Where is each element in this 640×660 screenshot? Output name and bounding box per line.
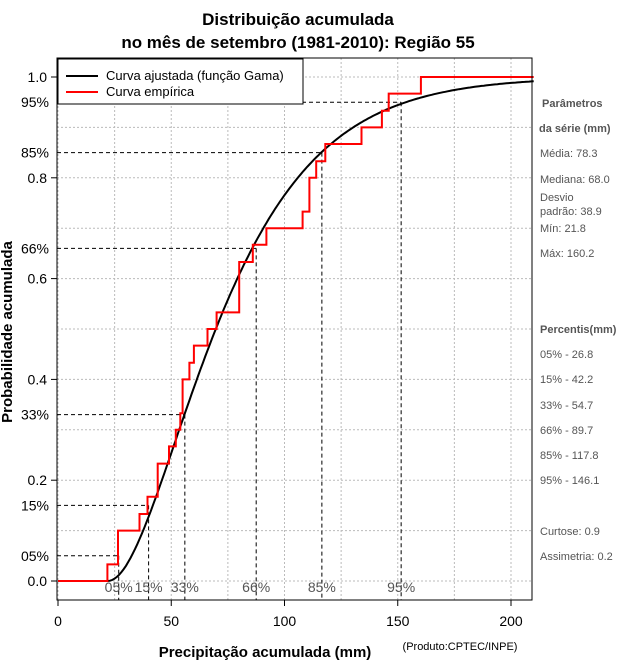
x-tick-label: 50	[163, 613, 179, 629]
percentil-95: 95% - 146.1	[540, 475, 599, 487]
percentil-85: 85% - 117.8	[540, 450, 599, 462]
percentile-x-label: 95%	[387, 579, 415, 595]
percentil-15: 15% - 42.2	[540, 374, 593, 386]
y-tick-label: 1.0	[28, 69, 48, 85]
percentile-x-label: 85%	[308, 579, 336, 595]
curtose: Curtose: 0.9	[540, 526, 600, 538]
axes: 0 50 100 150 200 0.0 0.2 0.4 0.6 0.8 1.0	[28, 69, 523, 629]
legend-label-fitted: Curva ajustada (função Gama)	[106, 68, 284, 83]
percentile-y-label: 05%	[21, 548, 49, 564]
percentile-y-label: 15%	[21, 497, 49, 513]
chart-title-line2: no mês de setembro (1981-2010): Região 5…	[121, 33, 474, 52]
percentile-x-label: 66%	[242, 579, 270, 595]
param-desvio-1: Desvio	[540, 192, 574, 204]
percentil-05: 05% - 26.8	[540, 349, 593, 361]
percentile-x-label: 05%	[105, 579, 133, 595]
empirical-step-curve	[58, 76, 534, 582]
percentile-y-label: 85%	[21, 145, 49, 161]
percentile-guides: 05%05%15%15%33%33%66%66%85%85%95%95%	[21, 94, 415, 600]
percentile-x-label: 33%	[171, 579, 199, 595]
percentile-y-label: 33%	[21, 407, 49, 423]
x-axis-note: (Produto:CPTEC/INPE)	[403, 641, 518, 653]
x-tick-label: 150	[386, 613, 410, 629]
x-axis-title: Precipitação acumulada (mm)	[159, 644, 372, 660]
percentil-66: 66% - 89.7	[540, 425, 593, 437]
curves	[58, 76, 534, 582]
x-tick-label: 200	[499, 613, 523, 629]
param-media: Média: 78.3	[540, 148, 597, 160]
plot-frame	[56, 57, 533, 601]
grid-lines	[57, 58, 532, 600]
percentil-33: 33% - 54.7	[540, 400, 593, 412]
y-tick-label: 0.8	[28, 170, 48, 186]
x-tick-label: 100	[273, 613, 297, 629]
param-mediana: Mediana: 68.0	[540, 174, 610, 186]
legend: Curva ajustada (função Gama) Curva empír…	[57, 58, 304, 105]
side-panel: Parâmetros da série (mm) Média: 78.3 Med…	[539, 98, 617, 563]
param-max: Máx: 160.2	[540, 248, 594, 260]
params-title-1: Parâmetros	[542, 98, 603, 110]
y-tick-label: 0.4	[28, 371, 48, 387]
x-tick-label: 0	[54, 613, 62, 629]
param-desvio-2: padrão: 38.9	[540, 206, 602, 218]
percentile-y-label: 95%	[21, 94, 49, 110]
legend-box	[57, 58, 304, 105]
percentis-title: Percentis(mm)	[540, 324, 617, 336]
legend-label-empirical: Curva empírica	[106, 84, 195, 99]
chart-title-line1: Distribuição acumulada	[202, 10, 394, 29]
percentile-y-label: 66%	[21, 240, 49, 256]
y-axis-title: Probabilidade acumulada	[0, 240, 16, 422]
assimetria: Assimetria: 0.2	[540, 551, 613, 563]
y-tick-label: 0.2	[28, 472, 48, 488]
fitted-gamma-curve	[58, 80, 534, 582]
y-tick-label: 0.6	[28, 271, 48, 287]
params-title-2: da série (mm)	[539, 123, 611, 135]
y-tick-label: 0.0	[28, 573, 48, 589]
percentile-x-label: 15%	[135, 579, 163, 595]
param-min: Mín: 21.8	[540, 223, 586, 235]
